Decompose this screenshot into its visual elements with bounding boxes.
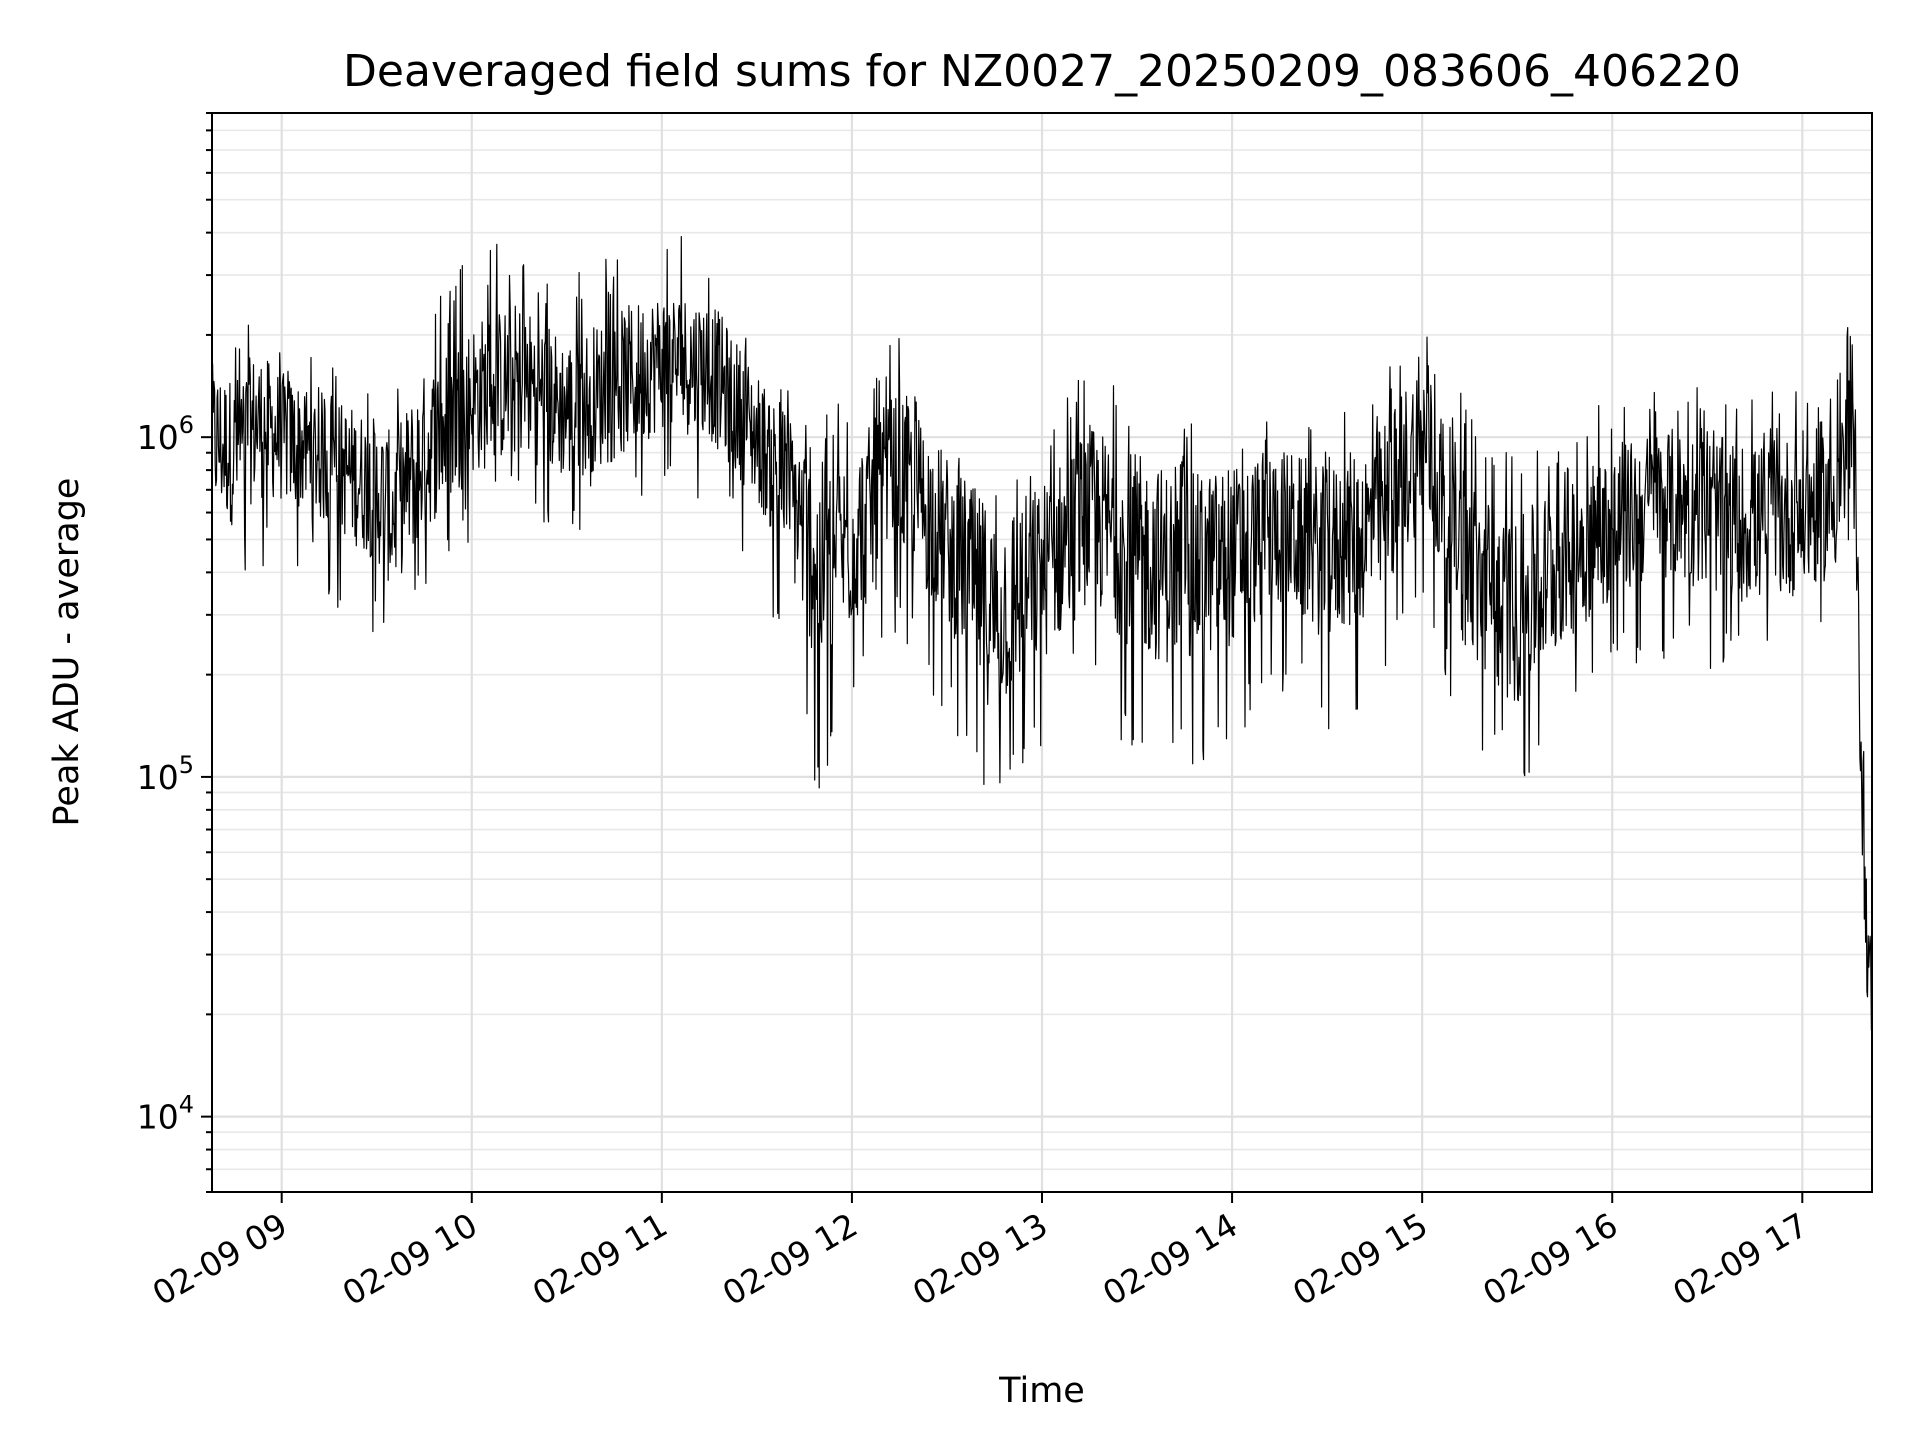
y-tick-label: 105 [137,751,194,797]
y-tick-label: 104 [137,1091,194,1137]
x-tick-label: 02-09 09 [146,1205,294,1313]
x-tick-label: 02-09 17 [1666,1205,1814,1313]
x-tick-label: 02-09 12 [716,1205,864,1313]
y-axis-label: Peak ADU - average [47,478,87,827]
chart-title: Deaveraged field sums for NZ0027_2025020… [343,46,1741,97]
y-tick-label: 106 [137,411,194,457]
x-tick-label: 02-09 11 [526,1205,674,1313]
x-tick-label: 02-09 10 [336,1205,484,1313]
x-axis-label: Time [998,1371,1085,1411]
x-axis-ticks: 02-09 09 02-09 10 02-09 11 02-09 12 02-09 13… [146,1192,1814,1313]
x-tick-label: 02-09 14 [1096,1205,1244,1313]
x-tick-label: 02-09 13 [906,1205,1054,1313]
series-line [211,236,1873,1032]
y-axis-ticks: 104 105 106 [137,112,212,1193]
x-tick-label: 02-09 16 [1476,1205,1624,1313]
grid [212,112,1872,1193]
x-tick-label: 02-09 15 [1286,1205,1434,1313]
series-layer [211,236,1873,1032]
